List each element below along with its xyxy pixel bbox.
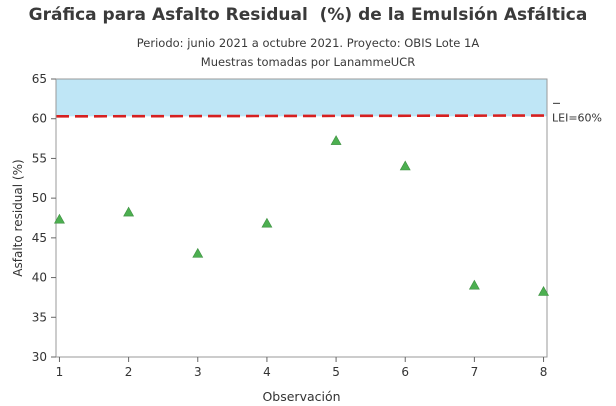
x-tick-label: 6 (401, 365, 409, 379)
reference-line (55, 114, 548, 118)
x-tick-label: 7 (471, 365, 479, 379)
reference-line-label: LEI=60% (552, 111, 602, 124)
data-point-2 (123, 206, 135, 217)
reference-line-group (55, 102, 560, 118)
x-axis-label: Observación (262, 389, 340, 404)
y-tick-label: 65 (32, 72, 47, 86)
shaded-band (56, 79, 547, 117)
plot-area-frame (55, 78, 548, 358)
y-tick-label: 40 (32, 271, 47, 285)
y-tick-label: 60 (32, 112, 47, 126)
chart-subtitle-period: Periodo: junio 2021 a octubre 2021. Proy… (136, 36, 480, 50)
data-point-6 (399, 160, 411, 171)
data-point-5 (330, 135, 342, 145)
y-tick-label: 30 (32, 350, 47, 364)
data-point-1 (54, 213, 65, 224)
data-point-3 (192, 247, 204, 258)
acceptance-band (56, 79, 547, 117)
x-tick-label: 2 (125, 365, 133, 379)
x-axis: 1 2 3 4 5 6 7 8 (56, 357, 548, 379)
x-tick-label: 5 (332, 365, 340, 379)
chart-title: Gráfica para Asfalto Residual (%) de la … (28, 5, 588, 25)
y-axis: 30 35 40 45 50 55 60 65 (32, 72, 56, 364)
y-tick-label: 55 (32, 151, 47, 165)
y-tick-label: 50 (32, 191, 47, 205)
data-point-7 (468, 279, 480, 290)
x-tick-label: 8 (540, 365, 548, 379)
data-point-4 (261, 217, 273, 228)
y-tick-label: 35 (32, 310, 47, 324)
x-tick-label: 1 (56, 365, 64, 379)
y-axis-label: Asfalto residual (%) (11, 159, 25, 276)
x-tick-label: 4 (263, 365, 271, 379)
chart-subtitle-samples: Muestras tomadas por LanammeUCR (200, 55, 416, 69)
data-point-8 (538, 286, 549, 296)
data-points (54, 135, 549, 296)
x-tick-label: 3 (194, 365, 202, 379)
y-tick-label: 45 (32, 231, 47, 245)
